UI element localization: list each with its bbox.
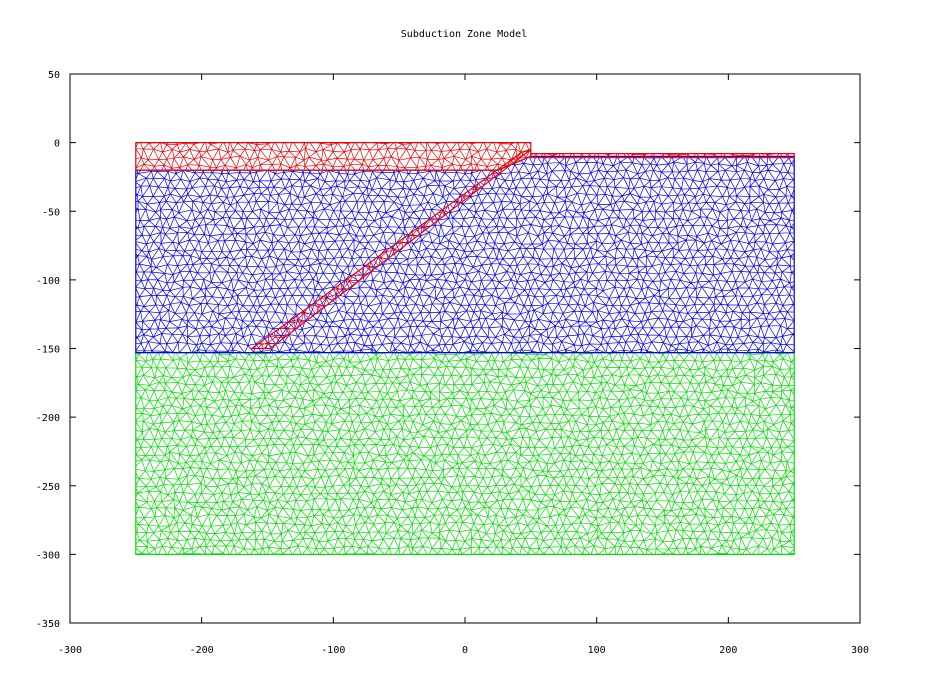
x-tick-label: 200 [719,645,737,656]
y-tick-label: -350 [36,619,60,630]
y-tick-label: 0 [54,139,60,150]
mesh-lines-0 [135,352,795,555]
mesh-region-4 [530,153,795,159]
mesh-boundary-2 [135,142,532,171]
mesh-region-0 [135,352,795,556]
y-axis: 50 0 -50 -100 -150 -200 -250 -300 -350 [36,70,860,630]
mesh-lines-1 [135,156,795,353]
x-tick-label: -300 [58,645,82,656]
mesh-region-1 [135,155,795,354]
y-tick-label: -100 [36,276,60,287]
y-tick-label: -50 [42,207,60,218]
x-tick-label: -100 [321,645,345,656]
x-tick-label: 300 [851,645,869,656]
mesh-lines-2 [135,142,531,171]
y-tick-label: 50 [48,70,60,81]
mesh-boundary-3 [249,148,532,350]
x-tick-label: 0 [462,645,468,656]
mesh-regions [135,142,795,556]
chart-title: Subduction Zone Model [401,29,527,40]
x-tick-label: 100 [588,645,606,656]
y-tick-label: -150 [36,345,60,356]
x-axis: -300 -200 -100 0 100 200 300 [58,74,869,656]
y-tick-label: -300 [36,550,60,561]
y-tick-label: -200 [36,413,60,424]
mesh-region-2 [135,142,532,171]
mesh-lines-4 [530,153,795,158]
mesh-boundary-4 [530,153,795,159]
x-tick-label: -200 [190,645,214,656]
y-tick-label: -250 [36,482,60,493]
